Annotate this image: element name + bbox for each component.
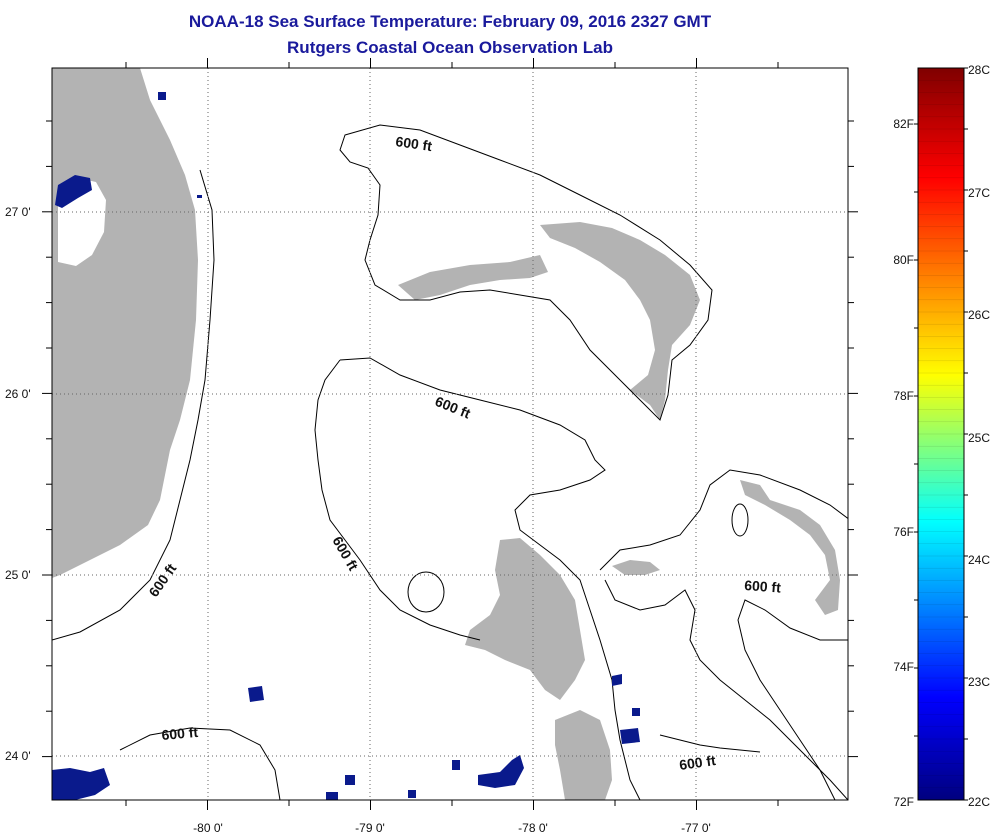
longitude-label: -78 0' xyxy=(518,821,548,835)
contour-label: 600 ft xyxy=(744,577,782,596)
contour-eleuthera-pool xyxy=(731,503,749,537)
grand-bahama-land xyxy=(398,255,548,300)
colorbar-gradient xyxy=(917,67,965,801)
celsius-label: 22C xyxy=(968,795,990,809)
longitude-label: -77 0' xyxy=(681,821,711,835)
fahrenheit-label: 82F xyxy=(893,117,914,131)
andros-land xyxy=(465,538,585,700)
latitude-label: 24 0' xyxy=(5,749,31,763)
celsius-label: 27C xyxy=(968,186,990,200)
contour-line-little-bahama-bank xyxy=(339,124,713,421)
contour-label: 600 ft xyxy=(395,133,434,154)
contour-seamount xyxy=(407,571,445,613)
contour-line-south-andros xyxy=(659,734,761,753)
contour-line-cay-sal xyxy=(119,727,281,800)
longitude-label: -79 0' xyxy=(355,821,385,835)
temperature-colorbar: 28C 27C 26C 25C 24C 23C 22C 82F 80F 78F … xyxy=(893,63,990,809)
latitude-label: 27 0' xyxy=(5,205,31,219)
contour-label: 600 ft xyxy=(678,752,717,773)
map-frame xyxy=(51,67,849,801)
abaco-land xyxy=(540,222,700,420)
celsius-label: 25C xyxy=(968,431,990,445)
latitude-label: 25 0' xyxy=(5,568,31,582)
contour-line-tongue-south xyxy=(604,579,848,800)
contour-line-west-bank xyxy=(314,359,481,641)
fahrenheit-label: 78F xyxy=(893,389,914,403)
longitude-label: -80 0' xyxy=(193,821,223,835)
south-andros-land xyxy=(555,710,612,800)
fahrenheit-label: 76F xyxy=(893,525,914,539)
eleuthera-land xyxy=(740,480,840,615)
contour-line-florida xyxy=(52,169,215,641)
latitude-label: 26 0' xyxy=(5,387,31,401)
celsius-label: 23C xyxy=(968,675,990,689)
contour-line-tongue xyxy=(599,469,848,571)
fahrenheit-label: 72F xyxy=(893,795,914,809)
fahrenheit-label: 80F xyxy=(893,253,914,267)
map-title: NOAA-18 Sea Surface Temperature: Februar… xyxy=(188,12,712,31)
contour-label: 600 ft xyxy=(161,724,199,743)
celsius-label: 26C xyxy=(968,308,990,322)
celsius-label: 24C xyxy=(968,553,990,567)
celsius-label: 28C xyxy=(968,63,990,77)
new-providence-land xyxy=(612,560,660,575)
map-subtitle: Rutgers Coastal Ocean Observation Lab xyxy=(287,38,613,57)
contour-line-exuma xyxy=(737,599,848,800)
fahrenheit-label: 74F xyxy=(893,660,914,674)
cold-sst-pixels xyxy=(52,92,640,800)
